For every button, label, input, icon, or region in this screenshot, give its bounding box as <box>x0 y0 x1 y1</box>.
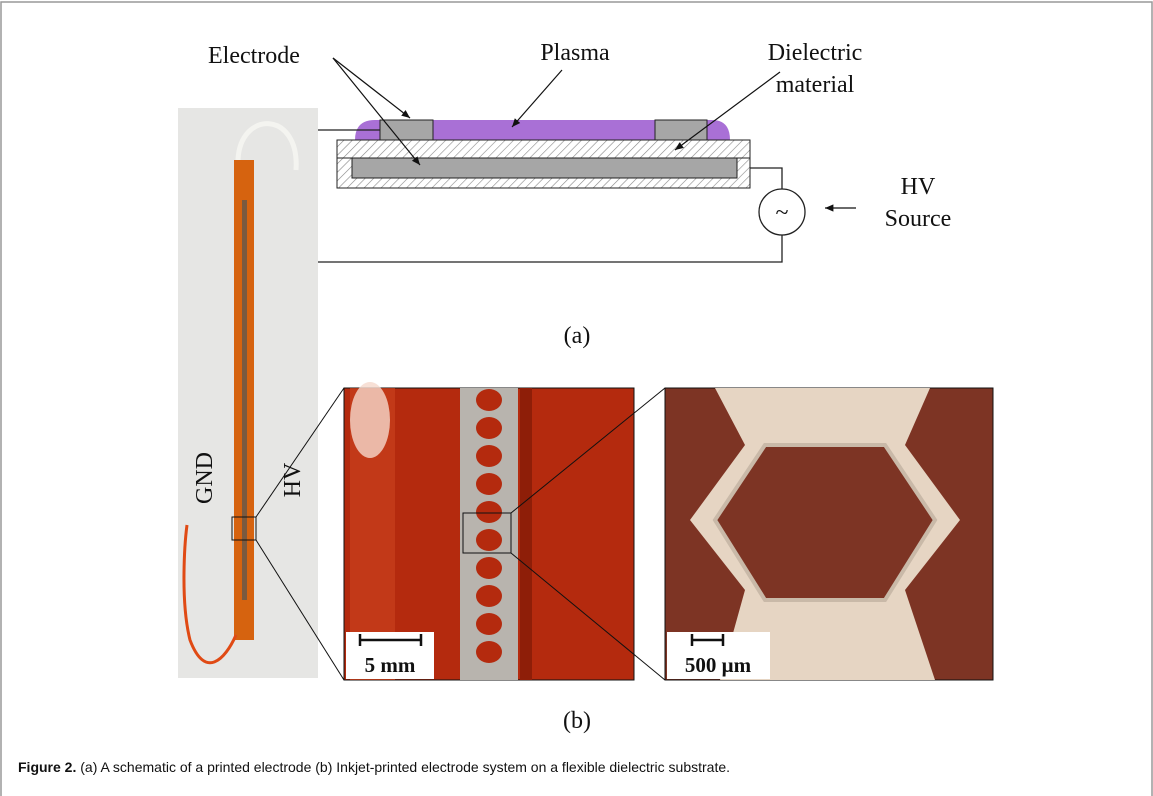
caption-text: (a) A schematic of a printed electrode (… <box>80 759 730 775</box>
top-electrode <box>655 120 707 140</box>
ac-symbol: ~ <box>776 200 789 226</box>
photos: GND HV 5 mm 500 μm (b) <box>178 108 993 734</box>
schematic: ~ Electrode Plasma Dielectric material H… <box>208 40 951 349</box>
label: GND <box>192 452 218 504</box>
panel-label: (b) <box>563 708 591 734</box>
hole <box>476 417 502 439</box>
hole <box>476 585 502 607</box>
label: Plasma <box>540 40 610 66</box>
hole <box>476 445 502 467</box>
scale-label: 500 μm <box>685 653 752 677</box>
figure: ~ Electrode Plasma Dielectric material H… <box>0 0 1153 796</box>
label: Source <box>885 206 952 232</box>
label: Dielectric <box>768 40 863 66</box>
hole <box>476 641 502 663</box>
label: material <box>776 72 855 98</box>
bottom-electrode <box>352 158 737 178</box>
label: HV <box>280 462 306 497</box>
hole <box>476 557 502 579</box>
top-electrode <box>380 120 433 140</box>
label: Electrode <box>208 43 300 69</box>
scale-label: 5 mm <box>365 653 416 677</box>
panel-label: (a) <box>564 323 591 349</box>
hole <box>476 529 502 551</box>
hole <box>476 501 502 523</box>
hole <box>476 389 502 411</box>
caption-label: Figure 2. <box>18 759 76 775</box>
hole <box>476 473 502 495</box>
label: HV <box>901 174 936 200</box>
caption: Figure 2. (a) A schematic of a printed e… <box>18 759 730 775</box>
hole <box>476 613 502 635</box>
